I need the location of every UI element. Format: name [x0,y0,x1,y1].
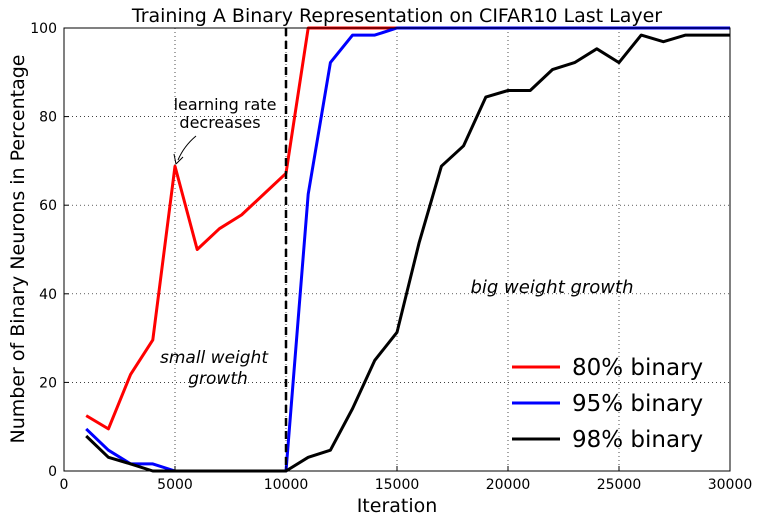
y-tick-label: 100 [30,21,57,37]
x-tick-label: 20000 [486,477,531,493]
x-tick-label: 30000 [708,477,753,493]
y-tick-label: 20 [39,375,57,391]
x-axis-label: Iteration [357,495,438,517]
legend-label: 98% binary [572,427,703,453]
x-tick-label: 15000 [375,477,420,493]
axis-ticks: 0 5000 10000 15000 20000 25000 30000 0 20 40 60 80 1… [30,21,752,493]
annotation-lr-line2: decreases [179,113,260,132]
y-tick-label: 0 [48,464,57,480]
annotation-small-line2: growth [188,369,248,389]
annotation-lr-line1: learning rate [174,95,277,114]
y-tick-label: 60 [39,198,57,214]
x-tick-label: 10000 [264,477,309,493]
legend-label: 80% binary [572,355,703,381]
y-axis-label: Number of Binary Neurons in Percentage [7,55,29,444]
annotation-arrow [177,135,197,161]
legend-label: 95% binary [572,391,703,417]
y-tick-label: 80 [39,110,57,126]
annotation-arrow-head [173,153,184,165]
x-tick-label: 25000 [597,477,642,493]
chart-title: Training A Binary Representation on CIFA… [131,5,662,27]
x-tick-label: 5000 [157,477,193,493]
annotation-small-line1: small weight [160,348,269,368]
y-tick-label: 40 [39,287,57,303]
legend: 80% binary 95% binary 98% binary [512,355,703,453]
annotation-big: big weight growth [470,277,633,298]
x-tick-label: 0 [60,477,69,493]
